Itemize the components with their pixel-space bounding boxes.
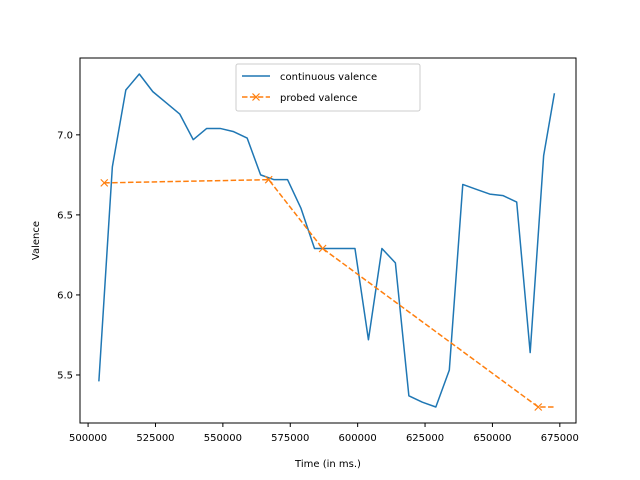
x-tick-label: 600000 [339,433,377,444]
x-tick-label: 675000 [541,433,579,444]
plot-area [80,58,576,423]
data-point-probed-valence [318,244,327,253]
x-tick-label: 550000 [204,433,242,444]
data-point-probed-valence-stroke-b [264,175,273,184]
x-tick-label: 525000 [136,433,174,444]
x-tick-label: 575000 [271,433,309,444]
y-axis: 5.5 6.0 6.5 7.0 [57,130,80,381]
x-axis: 500000 525000 550000 575000 600000 625000 6500… [69,423,579,444]
series-line-continuous-valence [98,73,556,408]
x-tick-label: 625000 [406,433,444,444]
legend-label-probed-valence: probed valence [280,93,357,104]
data-point-probed-valence [264,175,273,184]
data-point-probed-valence [100,178,109,187]
series-line-probed-valence [104,178,555,408]
y-axis-label: Valence [31,221,42,260]
y-tick-label: 6.0 [57,290,73,301]
x-axis-label: Time (in ms.) [294,459,361,470]
legend: continuous valence probed valence [235,63,421,112]
x-tick-label: 500000 [69,433,107,444]
data-point-probed-valence-stroke-b [100,178,109,187]
legend-box [235,63,421,112]
y-tick-label: 5.5 [57,370,73,381]
y-tick-label: 7.0 [57,130,73,141]
series-layer [98,73,556,411]
x-tick-label: 650000 [473,433,511,444]
legend-marker-x-glyph [252,93,260,101]
data-point-probed-valence-stroke-b [534,403,543,411]
legend-marker-x [252,93,260,101]
data-point-probed-valence [534,403,543,411]
y-tick-label: 6.5 [57,210,73,221]
data-point-probed-valence-stroke-b [318,244,327,253]
legend-marker-x-glyph-stroke-b [252,93,260,101]
plot-frame [79,57,577,424]
legend-label-continuous-valence: continuous valence [280,72,377,83]
